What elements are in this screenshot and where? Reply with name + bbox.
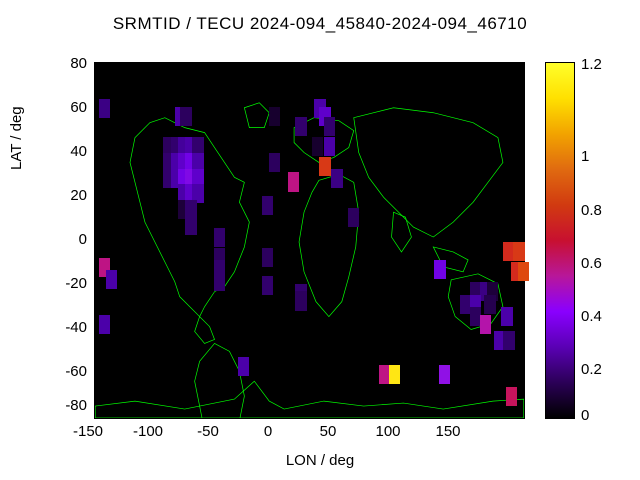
data-point-tile xyxy=(324,137,335,156)
x-tick-50: 50 xyxy=(308,423,348,440)
data-point-tile xyxy=(331,169,342,188)
x-tick-0: 0 xyxy=(248,423,288,440)
data-point-tile xyxy=(518,262,529,281)
data-point-tile xyxy=(503,331,514,350)
data-point-tile xyxy=(312,137,323,156)
cb-tick-0-4: 0.4 xyxy=(581,308,602,325)
data-point-tile xyxy=(288,172,299,191)
colorbar-gradient xyxy=(545,62,575,419)
chart-title: SRMTID / TECU 2024-094_45840-2024-094_46… xyxy=(0,14,640,34)
data-point-tile xyxy=(295,117,306,136)
world-map-outline xyxy=(95,63,524,418)
y-tick-20: 20 xyxy=(47,187,87,204)
y-tick-80: 80 xyxy=(47,55,87,72)
y-axis-title: LAT / deg xyxy=(8,106,25,170)
x-tick-neg150: -150 xyxy=(68,423,108,440)
data-point-tile xyxy=(214,228,225,247)
data-point-tile xyxy=(214,272,225,291)
data-point-tile xyxy=(106,270,117,289)
data-point-tile xyxy=(262,276,273,295)
data-point-tile xyxy=(501,307,512,326)
cb-tick-0-2: 0.2 xyxy=(581,361,602,378)
y-tick-neg20: -20 xyxy=(47,275,87,292)
cb-tick-1-0: 1 xyxy=(581,148,589,165)
x-axis-title: LON / deg xyxy=(0,452,640,469)
y-tick-neg80: -80 xyxy=(47,397,87,414)
data-point-tile xyxy=(238,357,249,376)
data-point-tile xyxy=(295,291,306,310)
data-point-tile xyxy=(389,365,400,384)
data-point-tile xyxy=(269,107,280,126)
data-point-tile xyxy=(262,248,273,267)
x-tick-150: 150 xyxy=(428,423,468,440)
y-tick-40: 40 xyxy=(47,143,87,160)
data-point-tile xyxy=(262,196,273,215)
data-point-tile xyxy=(185,216,196,235)
data-point-tile xyxy=(506,387,517,406)
cb-tick-0-8: 0.8 xyxy=(581,202,602,219)
data-point-tile xyxy=(480,315,491,334)
y-tick-0: 0 xyxy=(47,231,87,248)
x-tick-neg100: -100 xyxy=(128,423,168,440)
data-point-tile xyxy=(180,107,191,126)
x-tick-100: 100 xyxy=(368,423,408,440)
data-point-tile xyxy=(484,295,495,314)
y-tick-neg60: -60 xyxy=(47,363,87,380)
data-point-tile xyxy=(99,99,110,118)
data-point-tile xyxy=(99,315,110,334)
cb-tick-1-2: 1.2 xyxy=(581,56,602,73)
data-point-tile xyxy=(269,153,280,172)
world-map-plot[interactable] xyxy=(94,62,525,419)
colorbar[interactable]: 1.2 1 0.8 0.6 0.4 0.2 0 xyxy=(545,62,575,419)
cb-tick-0-6: 0.6 xyxy=(581,255,602,272)
data-point-tile xyxy=(513,242,524,261)
data-point-tile xyxy=(324,117,335,136)
y-tick-60: 60 xyxy=(47,99,87,116)
x-tick-neg50: -50 xyxy=(188,423,228,440)
data-point-tile xyxy=(434,260,445,279)
data-point-tile xyxy=(348,208,359,227)
cb-tick-0-0: 0 xyxy=(581,407,589,424)
data-point-tile xyxy=(319,157,330,176)
y-tick-neg40: -40 xyxy=(47,319,87,336)
data-point-tile xyxy=(439,365,450,384)
